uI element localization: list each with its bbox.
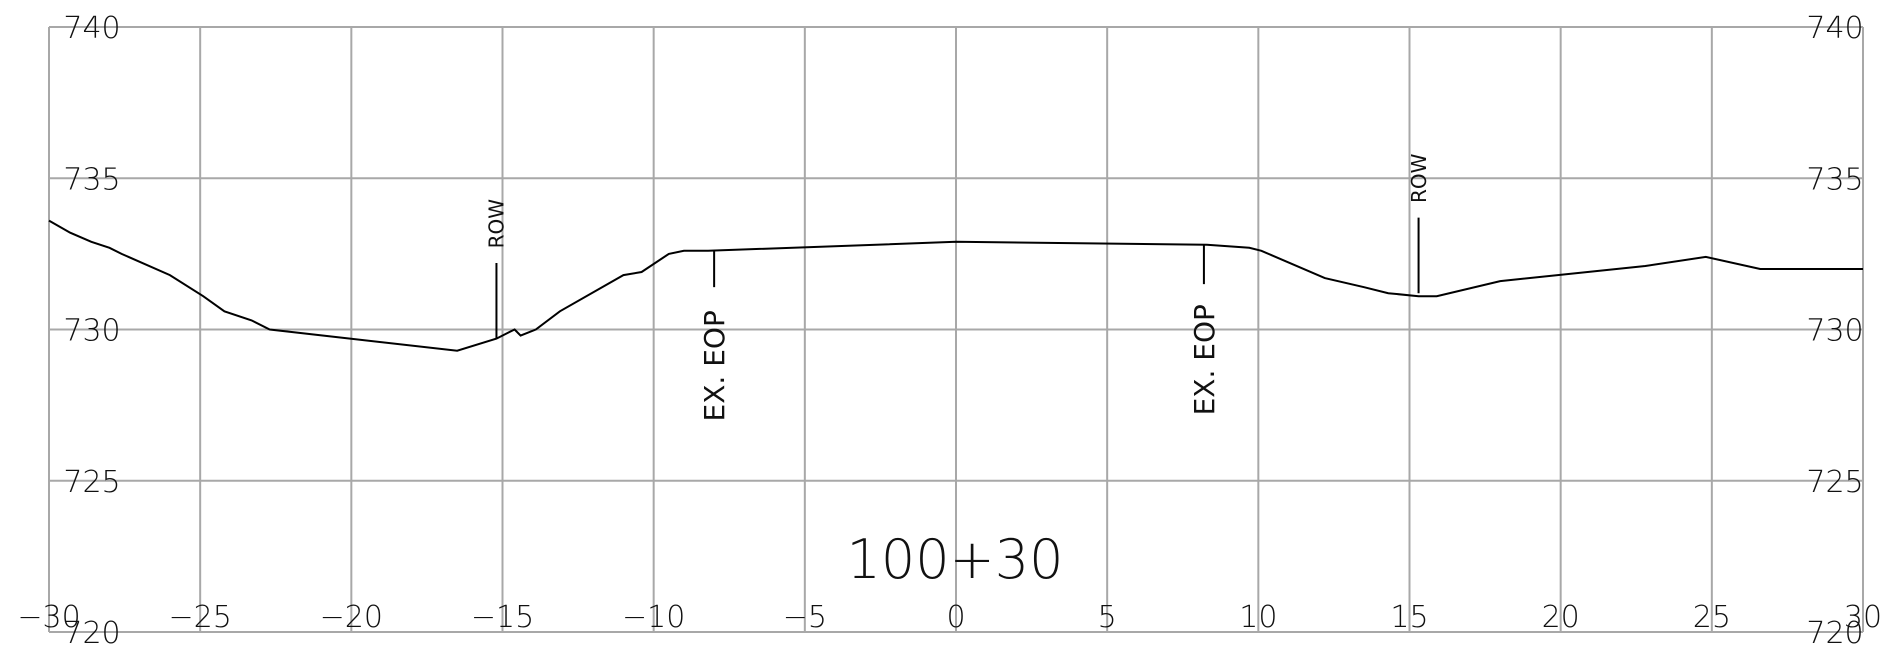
y-tick-label-right: 735 — [1806, 162, 1863, 197]
annotations: ROW EX. EOP EX. EOP ROW — [485, 153, 1431, 421]
eop-label: EX. EOP — [1188, 304, 1221, 415]
ground-profile-line — [48, 219, 1863, 352]
x-tick-label: 20 — [1542, 600, 1580, 635]
x-tick-label: −15 — [471, 600, 534, 635]
y-tick-label-left: 740 — [63, 11, 120, 46]
x-tick-label: −25 — [169, 600, 232, 635]
y-tick-label-right: 725 — [1806, 465, 1863, 500]
x-tick-label: 0 — [946, 600, 965, 635]
chart-title: 100+30 — [846, 528, 1063, 591]
x-tick-label: −30 — [17, 600, 80, 635]
y-tick-label-left: 735 — [63, 162, 120, 197]
x-tick-label: 10 — [1239, 600, 1277, 635]
x-tick-label: 25 — [1693, 600, 1731, 635]
y-tick-label-left: 725 — [63, 465, 120, 500]
grid — [48, 26, 1864, 633]
row-label: ROW — [1407, 153, 1431, 203]
x-tick-label: 15 — [1390, 600, 1428, 635]
y-tick-label-left: 720 — [63, 616, 120, 651]
x-tick-label: −5 — [783, 600, 827, 635]
eop-label: EX. EOP — [698, 310, 731, 421]
x-tick-label: −20 — [320, 600, 383, 635]
profile-layer — [48, 219, 1863, 352]
y-tick-label-right: 740 — [1806, 11, 1863, 46]
x-tick-label: 5 — [1098, 600, 1117, 635]
row-label: ROW — [485, 199, 509, 249]
y-tick-label-right: 730 — [1806, 314, 1863, 349]
x-tick-label: 30 — [1844, 600, 1881, 635]
y-tick-label-left: 730 — [63, 314, 120, 349]
x-tick-label: −10 — [622, 600, 685, 635]
y-tick-label-right: 720 — [1806, 616, 1863, 651]
